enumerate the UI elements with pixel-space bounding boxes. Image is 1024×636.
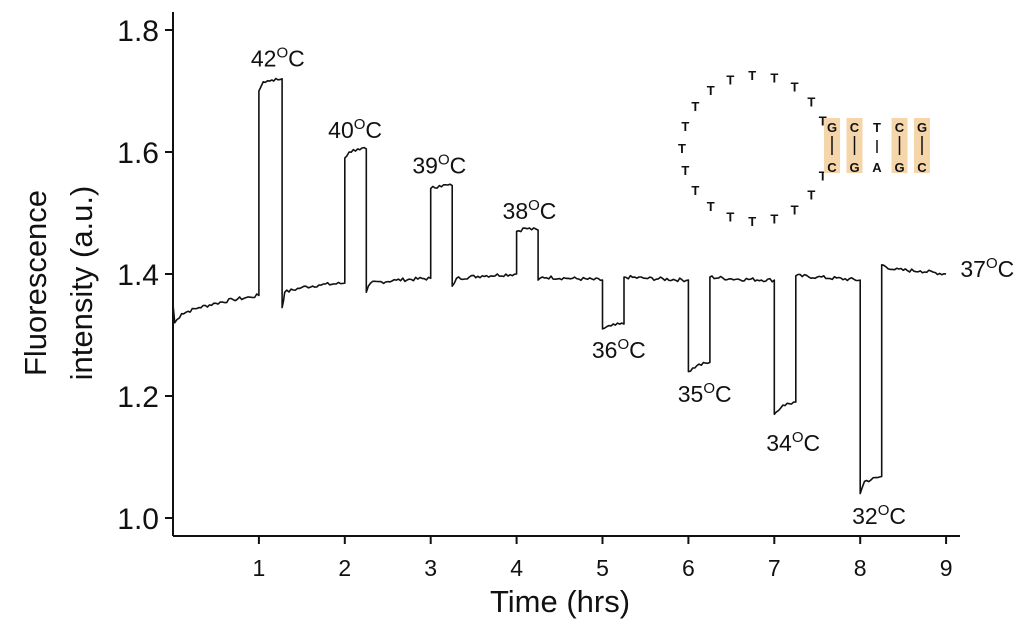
x-tick-label: 1 <box>253 555 266 581</box>
stem-bottom-base: C <box>917 160 927 175</box>
hairpin-loop-base: T <box>707 199 715 214</box>
hairpin-loop-base: T <box>748 68 756 83</box>
stem-bottom-base: G <box>849 160 859 175</box>
hairpin-loop-base: T <box>681 119 689 134</box>
hairpin-loop-base: T <box>748 214 756 229</box>
hairpin-loop-base: T <box>819 114 827 129</box>
hairpin-loop-base: T <box>681 163 689 178</box>
temperature-label: 40OC <box>328 116 382 143</box>
temperature-annotations: 42OC 40OC 39OC 38OC 36OC 35OC 34OC 32OC 37OC <box>251 45 1014 529</box>
x-tick-label: 6 <box>682 555 695 581</box>
stem-bottom-base: C <box>827 160 837 175</box>
x-tick-label: 3 <box>424 555 437 581</box>
x-axis: 1 2 3 4 5 6 7 8 9 <box>173 535 960 581</box>
y-tick-label: 1.0 <box>117 503 159 536</box>
temperature-label: 42OC <box>251 45 305 72</box>
stem-top-base: G <box>827 120 837 135</box>
temperature-label: 37OC <box>960 255 1014 282</box>
hairpin-loop-base: T <box>707 83 715 98</box>
hairpin-loop-base: T <box>819 168 827 183</box>
stem-top-base: C <box>895 120 905 135</box>
y-axis-title-line-1: Fluorescence <box>18 190 53 376</box>
x-tick-label: 9 <box>940 555 953 581</box>
hairpin-loop-base: T <box>691 183 699 198</box>
stem-top-base: C <box>850 120 860 135</box>
y-tick-label: 1.8 <box>117 15 159 48</box>
hairpin-loop-base: T <box>770 71 778 86</box>
x-tick-label: 8 <box>854 555 867 581</box>
hairpin-loop-base: T <box>691 99 699 114</box>
stem-bottom-base: A <box>872 160 882 175</box>
temperature-label: 39OC <box>412 151 466 178</box>
hairpin-loop-base: T <box>807 188 815 203</box>
stem-bottom-base: G <box>894 160 904 175</box>
temperature-label: 35OC <box>678 380 732 407</box>
temperature-label: 34OC <box>766 429 820 456</box>
stem-top-base: T <box>873 120 881 135</box>
hairpin-loop-base: T <box>770 211 778 226</box>
temperature-label: 32OC <box>852 502 906 529</box>
y-tick-label: 1.4 <box>117 259 159 292</box>
y-tick-label: 1.2 <box>117 381 159 414</box>
hairpin-loop-base: T <box>726 210 734 225</box>
hairpin-loop-base: T <box>678 141 686 156</box>
hairpin-loop-base: T <box>791 202 799 217</box>
temperature-label: 36OC <box>592 336 646 363</box>
x-axis-title: Time (hrs) <box>490 584 630 619</box>
stem-top-base: G <box>917 120 927 135</box>
hairpin-loop-base: T <box>726 72 734 87</box>
x-tick-label: 4 <box>510 555 523 581</box>
x-tick-label: 2 <box>338 555 351 581</box>
y-axis-title-line-2: intensity (a.u.) <box>64 186 99 381</box>
hairpin-loop-base: T <box>807 95 815 110</box>
x-tick-label: 5 <box>596 555 609 581</box>
series-group <box>172 77 947 495</box>
hairpin-loop-base: T <box>791 80 799 95</box>
temperature-label: 38OC <box>503 197 557 224</box>
series-line <box>172 77 947 495</box>
y-tick-label: 1.6 <box>117 137 159 170</box>
y-axis: 1.0 1.2 1.4 1.6 1.8 <box>117 12 174 536</box>
x-tick-label: 7 <box>768 555 781 581</box>
